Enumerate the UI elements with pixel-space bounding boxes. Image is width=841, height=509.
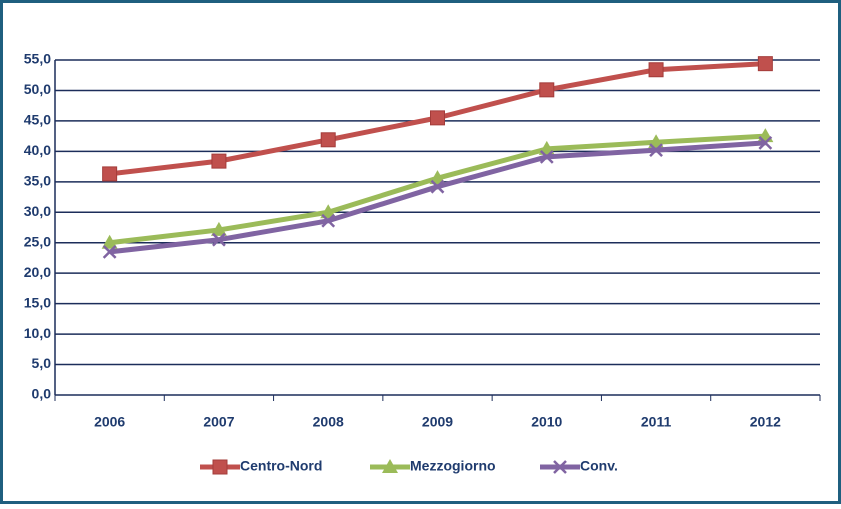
y-tick-label: 15,0 (24, 294, 51, 310)
marker (430, 110, 445, 126)
marker (430, 179, 445, 194)
marker (321, 213, 336, 228)
marker (212, 232, 226, 247)
marker (553, 460, 567, 474)
x-tick-label: 2010 (531, 414, 562, 430)
marker (649, 143, 663, 158)
y-tick-label: 20,0 (24, 264, 51, 280)
marker (102, 244, 117, 259)
x-tick-label: 2006 (94, 414, 125, 430)
y-tick-label: 0,0 (32, 386, 52, 402)
y-tick-label: 5,0 (32, 355, 52, 371)
marker (212, 459, 228, 475)
marker (320, 132, 336, 148)
y-tick-label: 55,0 (24, 51, 51, 67)
y-tick-label: 45,0 (24, 112, 51, 128)
x-tick-label: 2009 (422, 414, 453, 430)
y-tick-label: 50,0 (24, 81, 51, 97)
marker (320, 204, 337, 219)
marker (648, 62, 664, 78)
marker (757, 56, 773, 72)
marker (102, 166, 118, 182)
y-tick-label: 10,0 (24, 325, 51, 341)
y-tick-label: 30,0 (24, 203, 51, 219)
marker (429, 170, 446, 185)
x-tick-label: 2011 (641, 414, 672, 430)
marker (101, 234, 118, 249)
y-tick-label: 40,0 (24, 142, 51, 158)
x-tick-label: 2007 (203, 414, 234, 430)
legend-label: Conv. (580, 458, 618, 474)
marker (539, 149, 554, 164)
legend-label: Centro-Nord (240, 458, 322, 474)
y-tick-label: 35,0 (24, 173, 51, 189)
legend-label: Mezzogiorno (410, 458, 496, 474)
marker (539, 82, 555, 98)
marker (210, 221, 227, 236)
x-tick-label: 2012 (750, 414, 781, 430)
x-tick-label: 2008 (313, 414, 344, 430)
y-tick-label: 25,0 (24, 233, 51, 249)
marker (382, 459, 398, 473)
marker (758, 135, 773, 150)
marker (211, 153, 227, 169)
